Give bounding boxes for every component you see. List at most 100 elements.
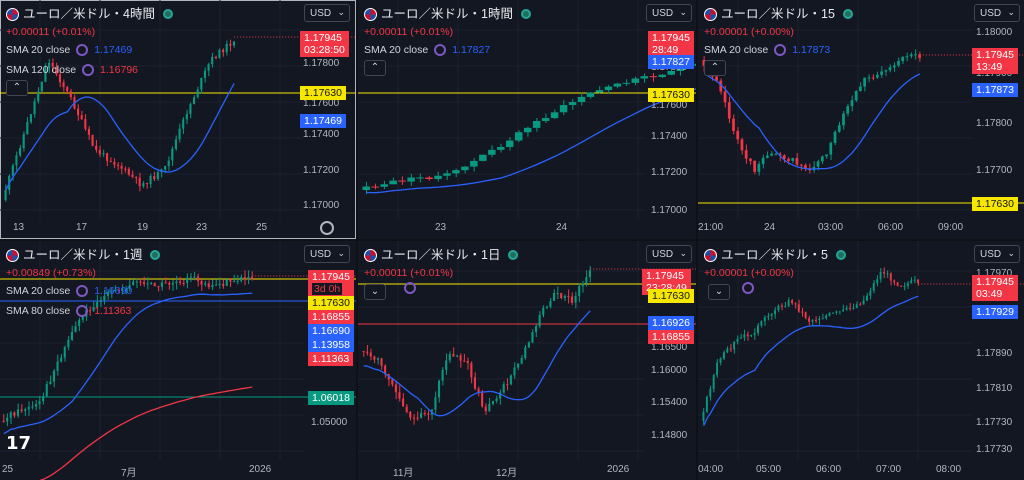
price-chart-1d[interactable]: [358, 241, 696, 480]
candle-body: [13, 412, 16, 416]
symbol-title[interactable]: ユーロ／米ドル・1時間: [381, 7, 513, 21]
candle-body: [702, 411, 705, 421]
eurusd-flag-icon: [704, 248, 717, 262]
last-price-label: 1.17945 03:28:50: [300, 31, 349, 57]
candle-body: [103, 295, 106, 301]
symbol-title[interactable]: ユーロ／米ドル・1日: [381, 248, 501, 262]
candle-body: [918, 54, 921, 58]
indicator-sma20[interactable]: SMA 20 close 1.17469: [6, 44, 133, 56]
candle-body: [879, 271, 882, 280]
candle-body: [905, 56, 909, 58]
candle-body: [850, 100, 854, 107]
candle-body: [545, 306, 548, 308]
collapse-legend-button[interactable]: ⌃: [6, 80, 28, 96]
hline-price-label: 1.17630: [648, 88, 694, 102]
symbol-title[interactable]: ユーロ／米ドル・15: [721, 7, 835, 21]
candle-body: [98, 149, 101, 155]
candle-body: [135, 176, 138, 178]
level-price-label: 1.13958: [308, 338, 354, 352]
price-chart-1h[interactable]: [358, 0, 696, 239]
currency-select[interactable]: USD ⌄: [646, 4, 692, 22]
candle-body: [676, 67, 684, 71]
candle-body: [532, 121, 541, 128]
candle-body: [892, 65, 896, 68]
candle-body: [845, 307, 848, 310]
indicator-sma20[interactable]: SMA 20 close 1.17873: [704, 44, 831, 56]
candle-body: [443, 173, 451, 176]
x-tick: 25: [256, 222, 268, 233]
candle-body: [157, 286, 160, 288]
indicator-visibility-icon[interactable]: [404, 282, 416, 294]
indicator-visibility-icon[interactable]: [76, 305, 89, 317]
candle-body: [749, 158, 752, 161]
tradingview-logo-icon[interactable]: 17: [6, 433, 32, 454]
currency-select[interactable]: USD ⌄: [974, 245, 1020, 263]
candle-body: [909, 54, 913, 57]
price-chart-4h[interactable]: [0, 0, 356, 239]
price-chart-1w[interactable]: [0, 241, 356, 480]
market-open-icon: [162, 9, 173, 19]
candle-body: [58, 74, 61, 83]
indicator-visibility-icon[interactable]: [742, 282, 754, 294]
market-open-icon: [520, 9, 531, 19]
price-chart-5m[interactable]: [698, 241, 1024, 480]
currency-select[interactable]: USD ⌄: [974, 4, 1020, 22]
candle-body: [384, 365, 387, 375]
indicator-visibility-icon[interactable]: [76, 285, 89, 297]
indicator-sma80[interactable]: SMA 80 close 1.11363: [6, 305, 132, 317]
indicator-visibility-icon[interactable]: [82, 64, 95, 76]
price-change: +0.00849 (+0.73%): [6, 267, 96, 279]
currency-select[interactable]: USD ⌄: [646, 245, 692, 263]
candle-body: [416, 417, 419, 419]
candle-body: [842, 309, 845, 312]
candle-body: [113, 161, 116, 165]
candle-body: [880, 71, 883, 75]
candle-body: [247, 276, 250, 280]
settings-gear-icon[interactable]: [320, 221, 334, 235]
candle-body: [42, 396, 45, 402]
candle-body: [550, 112, 559, 119]
candle-body: [846, 106, 850, 114]
candle-body: [45, 384, 48, 397]
candle-body: [398, 180, 406, 182]
chart-pane-5m[interactable]: ユーロ／米ドル・5 +0.00001 (+0.00%) ⌄ USD ⌄ 1.179…: [698, 241, 1024, 480]
symbol-title[interactable]: ユーロ／米ドル・1週: [23, 248, 143, 262]
candle-body: [506, 140, 514, 148]
indicator-sma20[interactable]: SMA 20 close 1.17827: [364, 44, 491, 56]
expand-legend-button[interactable]: ⌄: [364, 284, 386, 300]
chart-pane-4h[interactable]: ユーロ／米ドル・4時間 +0.00011 (+0.01%) SMA 20 clo…: [0, 0, 356, 239]
chart-pane-1d[interactable]: ユーロ／米ドル・1日 +0.00011 (+0.01%) ⌄ USD ⌄ 1.17…: [358, 241, 696, 480]
candle-body: [502, 384, 505, 393]
candle-body: [402, 398, 405, 407]
candle-body: [763, 317, 766, 322]
expand-legend-button[interactable]: ⌄: [708, 284, 730, 300]
indicator-sma120[interactable]: SMA 120 close 1.16796: [6, 64, 139, 76]
currency-select[interactable]: USD ⌄: [304, 4, 350, 22]
candle-body: [787, 300, 790, 307]
chart-pane-1h[interactable]: ユーロ／米ドル・1時間 +0.00011 (+0.01%) SMA 20 clo…: [358, 0, 696, 239]
candle-body: [369, 352, 372, 357]
candle-body: [838, 311, 841, 313]
indicator-visibility-icon[interactable]: [76, 44, 89, 56]
indicator-visibility-icon[interactable]: [774, 44, 787, 56]
collapse-legend-button[interactable]: ⌃: [704, 60, 726, 76]
candle-body: [116, 164, 119, 166]
price-chart-15m[interactable]: [698, 0, 1024, 239]
candle-body: [74, 325, 77, 332]
candle-body: [535, 326, 538, 333]
chart-pane-1w[interactable]: ユーロ／米ドル・1週 +0.00849 (+0.73%) SMA 20 clos…: [0, 241, 356, 480]
chart-pane-15m[interactable]: ユーロ／米ドル・15 +0.00001 (+0.00%) SMA 20 clos…: [698, 0, 1024, 239]
sma-line: [703, 295, 919, 426]
symbol-title[interactable]: ユーロ／米ドル・5: [721, 248, 828, 262]
collapse-legend-button[interactable]: ⌃: [364, 60, 386, 76]
candle-body: [506, 384, 509, 386]
symbol-title[interactable]: ユーロ／米ドル・4時間: [23, 7, 155, 21]
indicator-visibility-icon[interactable]: [434, 44, 447, 56]
y-tick: 1.15400: [651, 397, 688, 408]
candle-body: [497, 147, 505, 150]
candle-body: [567, 295, 570, 297]
candle-body: [362, 186, 370, 190]
currency-select[interactable]: USD ⌄: [304, 245, 350, 263]
indicator-sma20[interactable]: SMA 20 close 1.16690: [6, 285, 133, 297]
candle-body: [95, 145, 98, 150]
